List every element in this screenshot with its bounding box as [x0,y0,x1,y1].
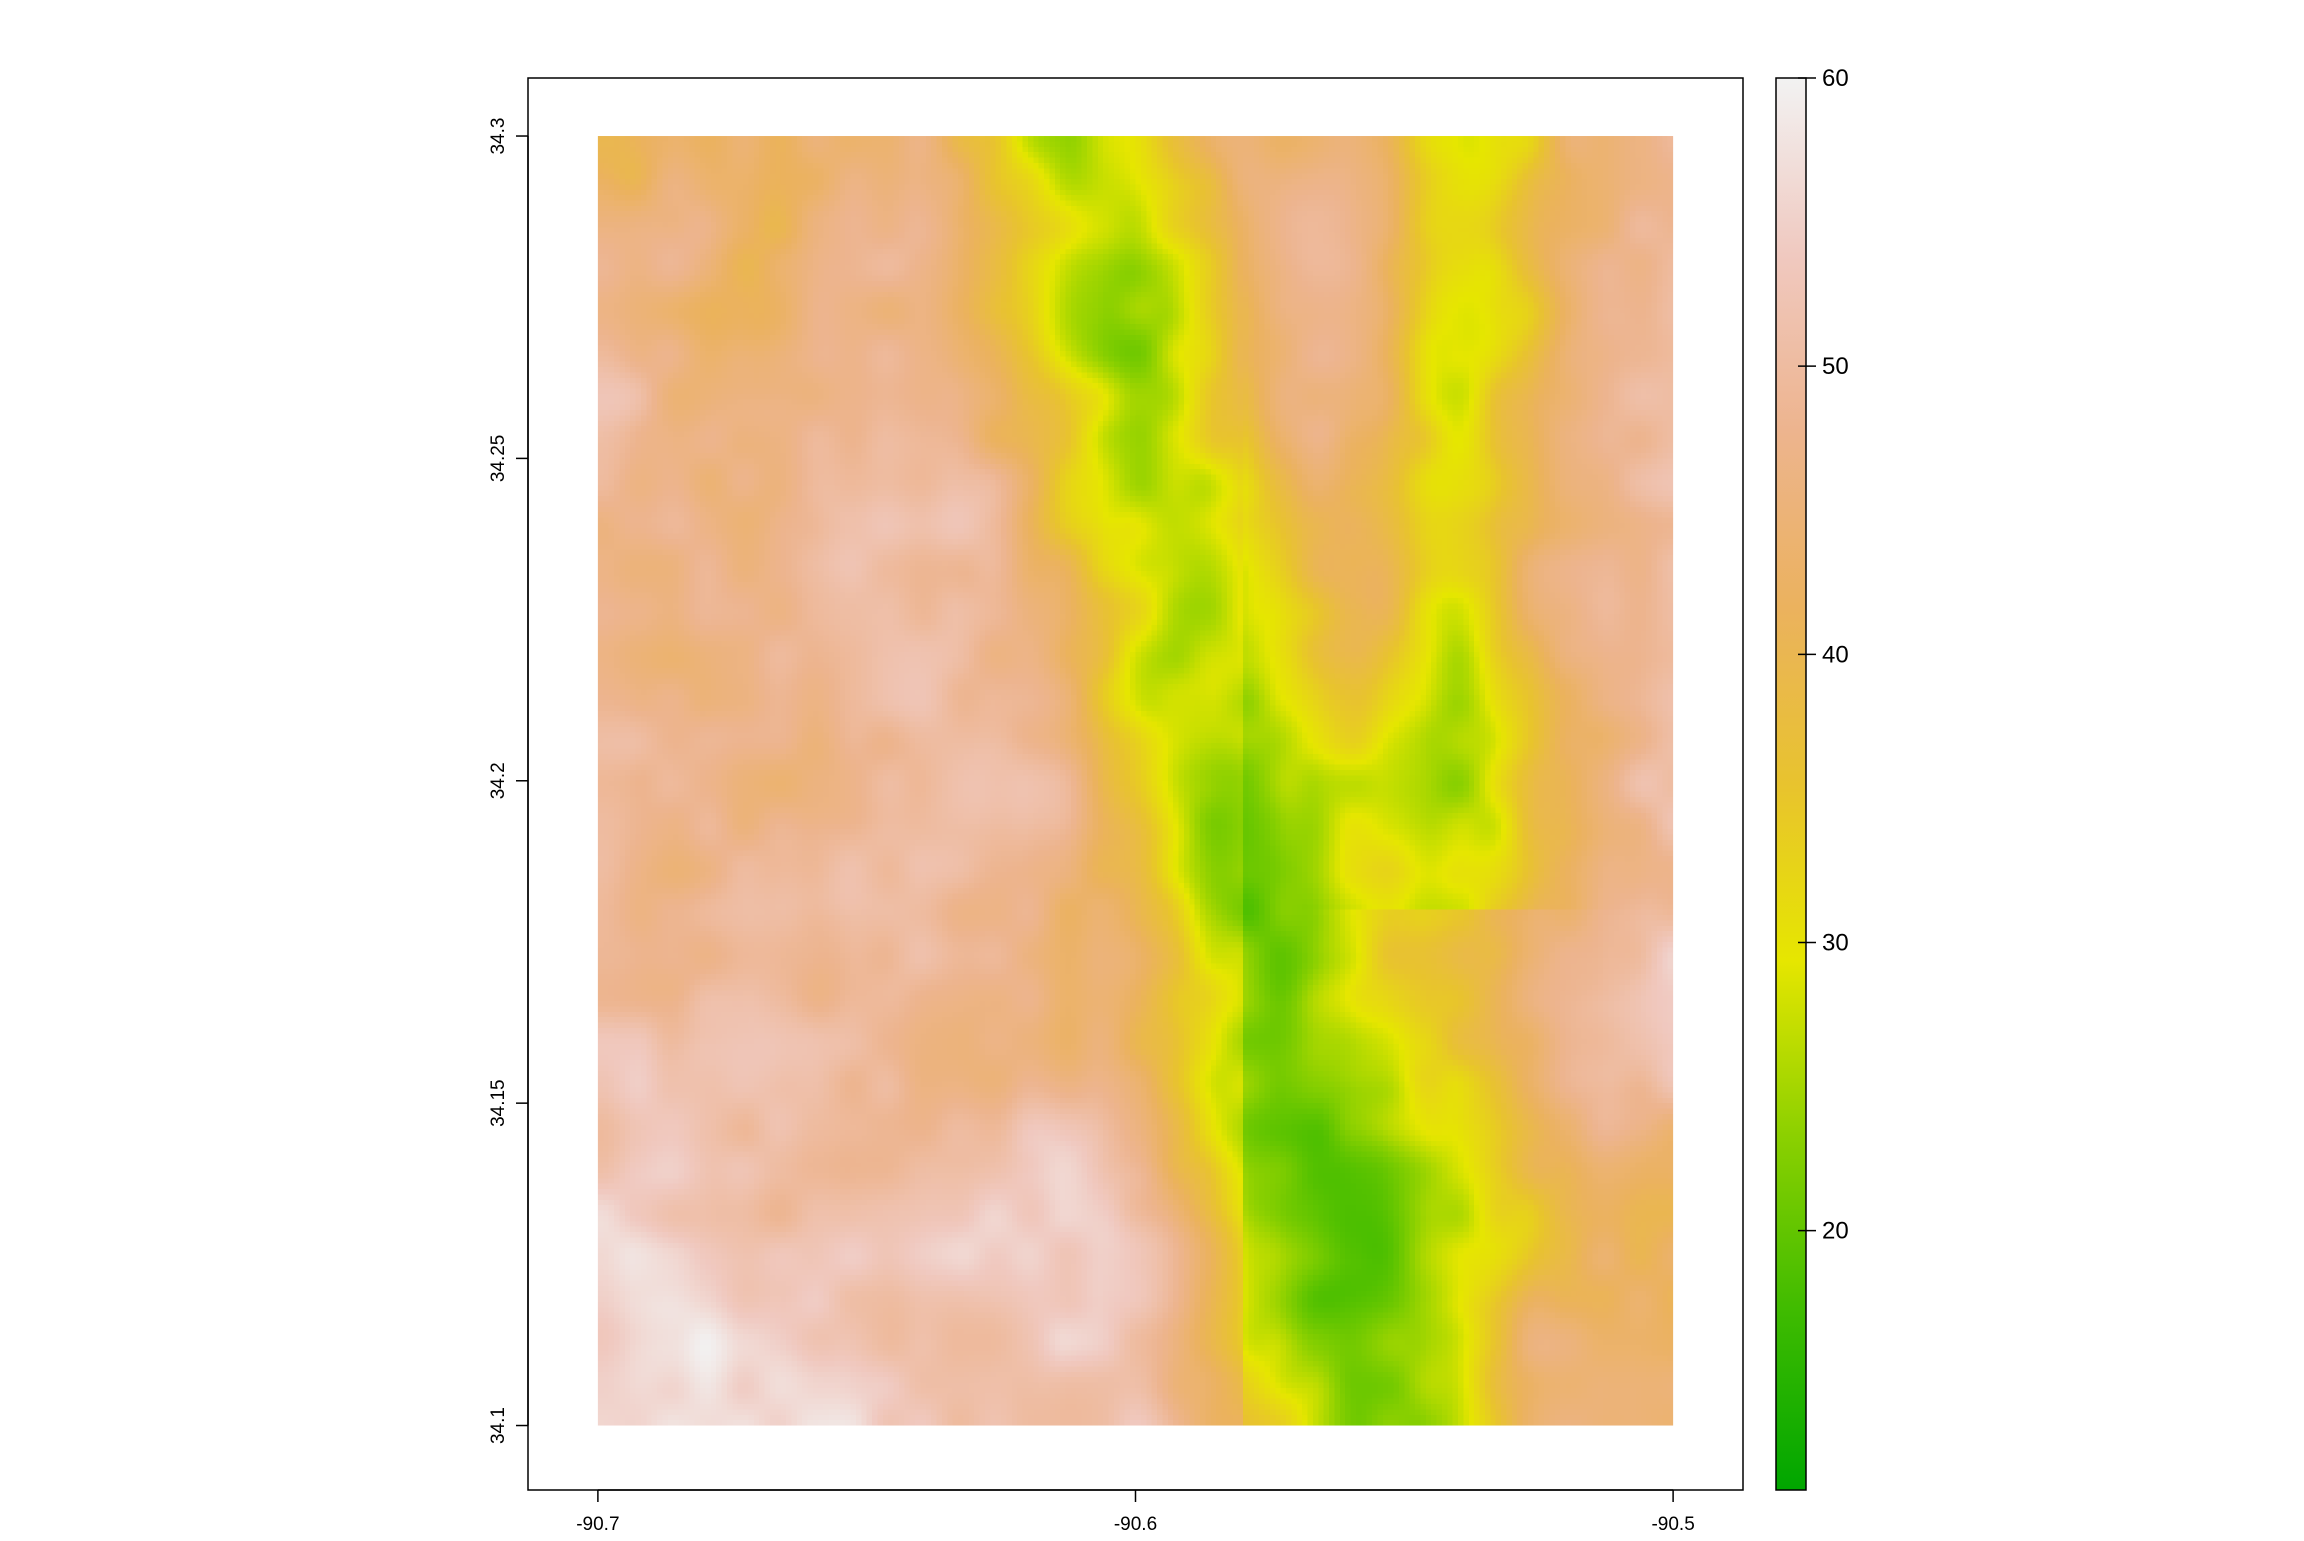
x-axis: -90.7 -90.6 -90.5 [576,1489,1695,1535]
y-tick-label: 34.25 [488,435,509,483]
legend-tick-label: 30 [1822,929,1849,956]
y-tick-label: 34.1 [488,1407,509,1444]
y-tick-label: 34.3 [488,118,509,155]
raster-image [597,136,1674,1426]
x-tick-label: -90.7 [576,1514,619,1535]
legend-tick-label: 50 [1822,353,1849,380]
x-tick-label: -90.5 [1651,1514,1694,1535]
y-tick-label: 34.15 [488,1079,509,1127]
color-legend: 20 30 40 50 60 [1775,65,1849,1491]
legend-tick-label: 20 [1822,1218,1849,1245]
legend-tick-label: 60 [1822,65,1849,92]
y-tick-label: 34.2 [488,762,509,799]
legend-colorbar [1775,77,1807,1491]
legend-tick-label: 40 [1822,641,1849,668]
raster-pixels [597,136,1674,1426]
y-axis: 34.1 34.15 34.2 34.25 34.3 [488,118,529,1444]
x-tick-label: -90.6 [1114,1514,1157,1535]
